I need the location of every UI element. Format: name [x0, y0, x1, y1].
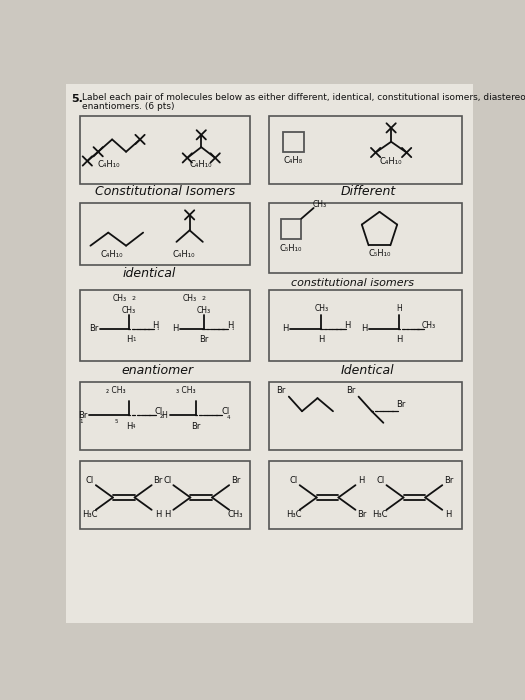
- Text: 5.: 5.: [71, 94, 83, 104]
- Text: C₄H₁₀: C₄H₁₀: [190, 160, 213, 169]
- Text: CH₃: CH₃: [313, 199, 327, 209]
- Text: H: H: [126, 422, 132, 431]
- Text: H₃C: H₃C: [286, 510, 301, 519]
- Text: C₅H₁₀: C₅H₁₀: [280, 244, 302, 253]
- Text: C₅H₁₀: C₅H₁₀: [369, 249, 391, 258]
- Text: H₃C: H₃C: [82, 510, 98, 519]
- Text: H: H: [359, 476, 365, 485]
- Text: H: H: [445, 510, 452, 519]
- Text: C₄H₈: C₄H₈: [284, 155, 303, 164]
- Text: ₁: ₁: [231, 326, 233, 330]
- Text: Br: Br: [444, 476, 453, 485]
- Text: CH₃: CH₃: [228, 510, 243, 519]
- Text: Br: Br: [199, 335, 208, 344]
- Text: Br: Br: [78, 411, 87, 419]
- Text: H: H: [396, 335, 402, 344]
- Text: H: H: [126, 335, 132, 344]
- Text: H₃C: H₃C: [373, 510, 388, 519]
- Text: Cl: Cl: [154, 407, 163, 416]
- Text: Br: Br: [153, 476, 163, 485]
- Text: 1: 1: [132, 337, 135, 342]
- Text: C₄H₁₀: C₄H₁₀: [97, 160, 120, 169]
- Text: H: H: [164, 510, 170, 519]
- Text: 2: 2: [202, 295, 206, 300]
- Text: C₄H₁₀: C₄H₁₀: [172, 251, 195, 260]
- Text: Br: Br: [90, 324, 99, 333]
- Text: H: H: [361, 324, 367, 333]
- Text: 4: 4: [227, 415, 230, 420]
- Text: CH₃: CH₃: [113, 293, 127, 302]
- Text: 1: 1: [79, 419, 83, 423]
- Text: Different: Different: [340, 186, 395, 198]
- Text: C₄H₁₀: C₄H₁₀: [101, 251, 123, 260]
- Text: H: H: [344, 321, 351, 330]
- Text: Label each pair of molecules below as either different, identical, constitutiona: Label each pair of molecules below as ei…: [82, 93, 525, 102]
- Text: Constitutional Isomers: Constitutional Isomers: [94, 186, 235, 198]
- Text: enantiomers. (6 pts): enantiomers. (6 pts): [82, 102, 174, 111]
- Text: H: H: [227, 321, 233, 330]
- Text: CH₃: CH₃: [314, 304, 329, 314]
- Text: Br: Br: [276, 386, 286, 395]
- Text: H: H: [152, 321, 159, 330]
- Text: CH₃: CH₃: [183, 293, 197, 302]
- Text: CH₃: CH₃: [421, 321, 435, 330]
- Text: Cl: Cl: [289, 476, 298, 485]
- Text: enantiomer: enantiomer: [121, 364, 193, 377]
- Text: Identical: Identical: [341, 364, 395, 377]
- Text: Cl: Cl: [221, 407, 229, 416]
- Text: C₄H₁₀: C₄H₁₀: [380, 157, 402, 165]
- Text: Cl: Cl: [163, 476, 171, 485]
- Text: Br: Br: [357, 510, 366, 519]
- Text: Br: Br: [230, 476, 240, 485]
- Text: H: H: [155, 510, 161, 519]
- Text: 4: 4: [132, 424, 135, 429]
- Text: H: H: [282, 324, 288, 333]
- Text: identical: identical: [123, 267, 176, 280]
- Text: H: H: [396, 304, 402, 314]
- Text: 5: 5: [115, 419, 119, 423]
- Text: Cl: Cl: [86, 476, 94, 485]
- Text: Br: Br: [346, 386, 355, 395]
- Text: ₃ CH₃: ₃ CH₃: [176, 386, 195, 395]
- Text: Br: Br: [191, 422, 201, 431]
- Text: ₂ CH₃: ₂ CH₃: [106, 386, 126, 395]
- Text: ₂H: ₂H: [160, 411, 169, 419]
- Text: H: H: [172, 324, 178, 333]
- Text: CH₃: CH₃: [122, 306, 136, 315]
- Text: H: H: [318, 335, 324, 344]
- Text: 2: 2: [132, 295, 136, 300]
- Text: CH₃: CH₃: [196, 306, 211, 315]
- Text: constitutional isomers: constitutional isomers: [291, 278, 414, 288]
- Text: Cl: Cl: [376, 476, 384, 485]
- Text: ₁: ₁: [157, 326, 159, 330]
- Text: Br: Br: [396, 400, 405, 409]
